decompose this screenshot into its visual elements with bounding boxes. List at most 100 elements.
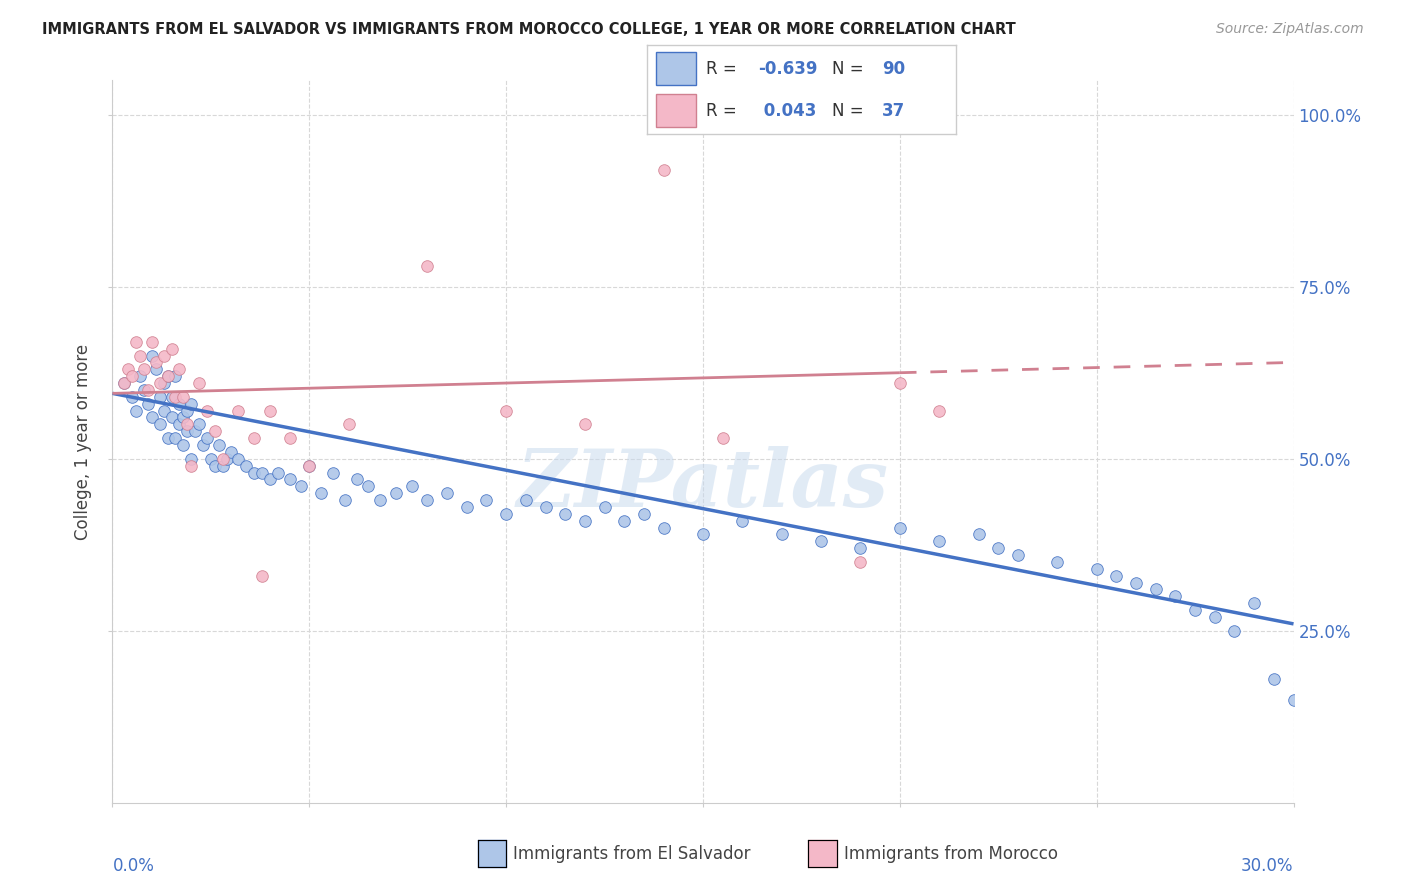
Point: [1144, 582, 1167, 597]
Point: [278, 472, 301, 486]
Point: [121, 369, 143, 384]
Point: [987, 541, 1010, 556]
Point: [141, 410, 163, 425]
Text: -0.639: -0.639: [758, 60, 818, 78]
Point: [401, 479, 423, 493]
Point: [152, 376, 174, 390]
Point: [849, 555, 872, 569]
Point: [1164, 590, 1187, 604]
Point: [195, 403, 218, 417]
Point: [204, 424, 226, 438]
Point: [278, 431, 301, 445]
Point: [849, 541, 872, 556]
Point: [169, 417, 191, 432]
Point: [211, 458, 233, 473]
Point: [711, 431, 734, 445]
Point: [889, 376, 911, 390]
Point: [613, 514, 636, 528]
Point: [228, 403, 250, 417]
Point: [259, 403, 281, 417]
Point: [368, 493, 391, 508]
Point: [456, 500, 478, 514]
Point: [322, 466, 344, 480]
Text: N =: N =: [832, 102, 869, 120]
Point: [184, 424, 207, 438]
Point: [385, 486, 408, 500]
Point: [1184, 603, 1206, 617]
Point: [129, 349, 152, 363]
Point: [346, 472, 368, 486]
Point: [169, 397, 191, 411]
Point: [731, 514, 754, 528]
Point: [215, 451, 238, 466]
Point: [156, 431, 179, 445]
Point: [132, 362, 155, 376]
Point: [172, 390, 194, 404]
Point: [1243, 596, 1265, 610]
Point: [290, 479, 312, 493]
Point: [141, 334, 163, 349]
Point: [172, 438, 194, 452]
Point: [180, 458, 202, 473]
Point: [165, 369, 187, 384]
Point: [1007, 548, 1029, 562]
Point: [180, 397, 202, 411]
Text: R =: R =: [706, 60, 741, 78]
Point: [770, 527, 793, 541]
Point: [188, 376, 211, 390]
Point: [309, 486, 332, 500]
Point: [188, 417, 211, 432]
Point: [204, 458, 226, 473]
Point: [416, 259, 439, 273]
Point: [298, 458, 321, 473]
Point: [160, 390, 183, 404]
Point: [165, 431, 187, 445]
Point: [200, 451, 222, 466]
Point: [259, 472, 281, 486]
Point: [165, 390, 187, 404]
Point: [152, 403, 174, 417]
Point: [652, 162, 675, 177]
Point: [160, 342, 183, 356]
Point: [250, 466, 273, 480]
Point: [145, 355, 167, 369]
Text: 0.0%: 0.0%: [112, 857, 155, 875]
Point: [132, 383, 155, 397]
Point: [1105, 568, 1128, 582]
Point: [211, 451, 233, 466]
Point: [152, 349, 174, 363]
Point: [1204, 610, 1226, 624]
Point: [129, 369, 152, 384]
Text: IMMIGRANTS FROM EL SALVADOR VS IMMIGRANTS FROM MOROCCO COLLEGE, 1 YEAR OR MORE C: IMMIGRANTS FROM EL SALVADOR VS IMMIGRANT…: [42, 22, 1017, 37]
Point: [574, 417, 596, 432]
Point: [267, 466, 290, 480]
Point: [149, 376, 172, 390]
Point: [337, 417, 360, 432]
Point: [554, 507, 576, 521]
Point: [593, 500, 616, 514]
Point: [810, 534, 832, 549]
Text: Immigrants from El Salvador: Immigrants from El Salvador: [513, 845, 751, 863]
Point: [243, 466, 266, 480]
Point: [1223, 624, 1246, 638]
Point: [633, 507, 655, 521]
Y-axis label: College, 1 year or more: College, 1 year or more: [75, 343, 93, 540]
Point: [172, 410, 194, 425]
Point: [219, 445, 242, 459]
Point: [117, 362, 139, 376]
Text: 0.043: 0.043: [758, 102, 817, 120]
Point: [357, 479, 380, 493]
Point: [112, 376, 135, 390]
Point: [156, 369, 179, 384]
Point: [1125, 575, 1147, 590]
Point: [156, 369, 179, 384]
Point: [191, 438, 214, 452]
Point: [160, 410, 183, 425]
FancyBboxPatch shape: [657, 94, 696, 127]
Point: [534, 500, 557, 514]
Point: [176, 424, 198, 438]
Text: 37: 37: [882, 102, 905, 120]
Point: [136, 383, 159, 397]
Text: Source: ZipAtlas.com: Source: ZipAtlas.com: [1216, 22, 1364, 37]
Point: [475, 493, 498, 508]
